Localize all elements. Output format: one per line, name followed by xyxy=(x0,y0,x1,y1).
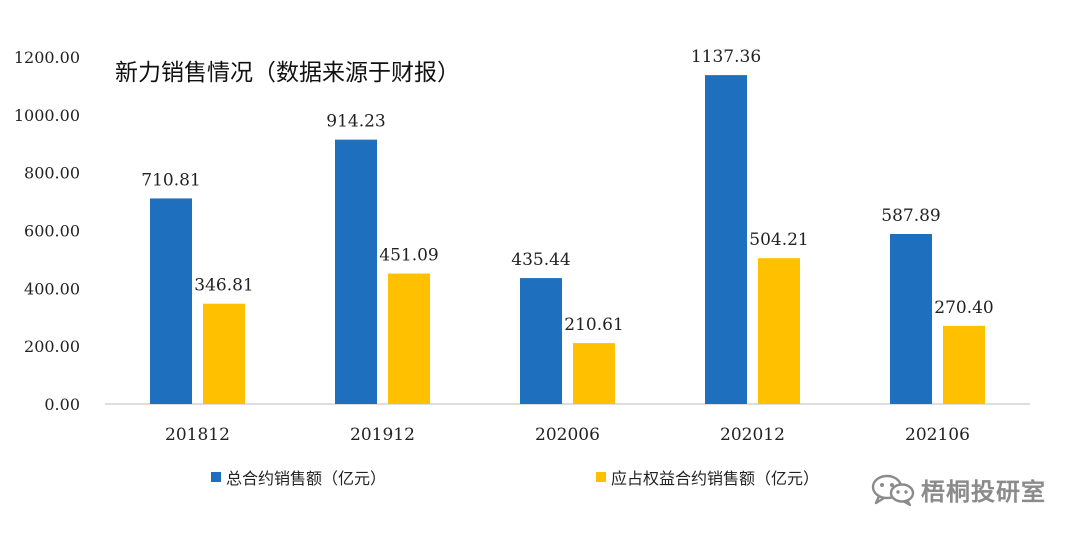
legend-label-total-sales: 总合约销售额（亿元） xyxy=(226,469,386,488)
chart-title: 新力销售情况（数据来源于财报） xyxy=(115,60,460,86)
bar-attributable-sales xyxy=(573,343,615,404)
bar-attributable-sales xyxy=(203,303,245,404)
data-label-attributable-sales: 210.61 xyxy=(564,315,623,335)
bar-attributable-sales xyxy=(943,325,985,404)
data-label-attributable-sales: 504.21 xyxy=(749,230,808,250)
data-label-attributable-sales: 346.81 xyxy=(194,276,253,296)
y-tick-label: 400.00 xyxy=(24,279,80,298)
y-tick-label: 800.00 xyxy=(24,164,80,183)
x-tick-label: 201812 xyxy=(165,425,230,445)
bar-total-sales xyxy=(150,198,192,404)
x-tick-label: 202012 xyxy=(720,425,785,445)
data-label-attributable-sales: 270.40 xyxy=(934,298,993,318)
x-tick-label: 202106 xyxy=(905,425,970,445)
y-tick-label: 0.00 xyxy=(44,395,80,414)
watermark-text: 梧桐投研室 xyxy=(921,478,1046,506)
y-tick-label: 1000.00 xyxy=(14,106,80,125)
data-label-attributable-sales: 451.09 xyxy=(379,246,438,266)
legend-marker-total-sales xyxy=(211,472,221,482)
y-tick-label: 200.00 xyxy=(24,337,80,356)
wechat-icon xyxy=(871,474,915,506)
watermark: 梧桐投研室 xyxy=(871,472,1046,507)
data-label-total-sales: 587.89 xyxy=(881,206,940,226)
legend-marker-attributable-sales xyxy=(596,472,606,482)
bar-total-sales xyxy=(890,234,932,404)
y-tick-label: 1200.00 xyxy=(14,48,80,67)
data-label-total-sales: 914.23 xyxy=(326,112,385,132)
bar-total-sales xyxy=(705,75,747,404)
data-label-total-sales: 1137.36 xyxy=(691,47,761,67)
x-tick-label: 202006 xyxy=(535,425,600,445)
y-tick-label: 600.00 xyxy=(24,222,80,241)
bar-attributable-sales xyxy=(388,273,430,404)
x-tick-label: 201912 xyxy=(350,425,415,445)
data-label-total-sales: 710.81 xyxy=(141,170,200,190)
bar-total-sales xyxy=(335,139,377,404)
data-label-total-sales: 435.44 xyxy=(511,250,570,270)
bar-attributable-sales xyxy=(758,258,800,404)
bar-total-sales xyxy=(520,278,562,404)
legend-label-attributable-sales: 应占权益合约销售额（亿元） xyxy=(611,469,819,488)
